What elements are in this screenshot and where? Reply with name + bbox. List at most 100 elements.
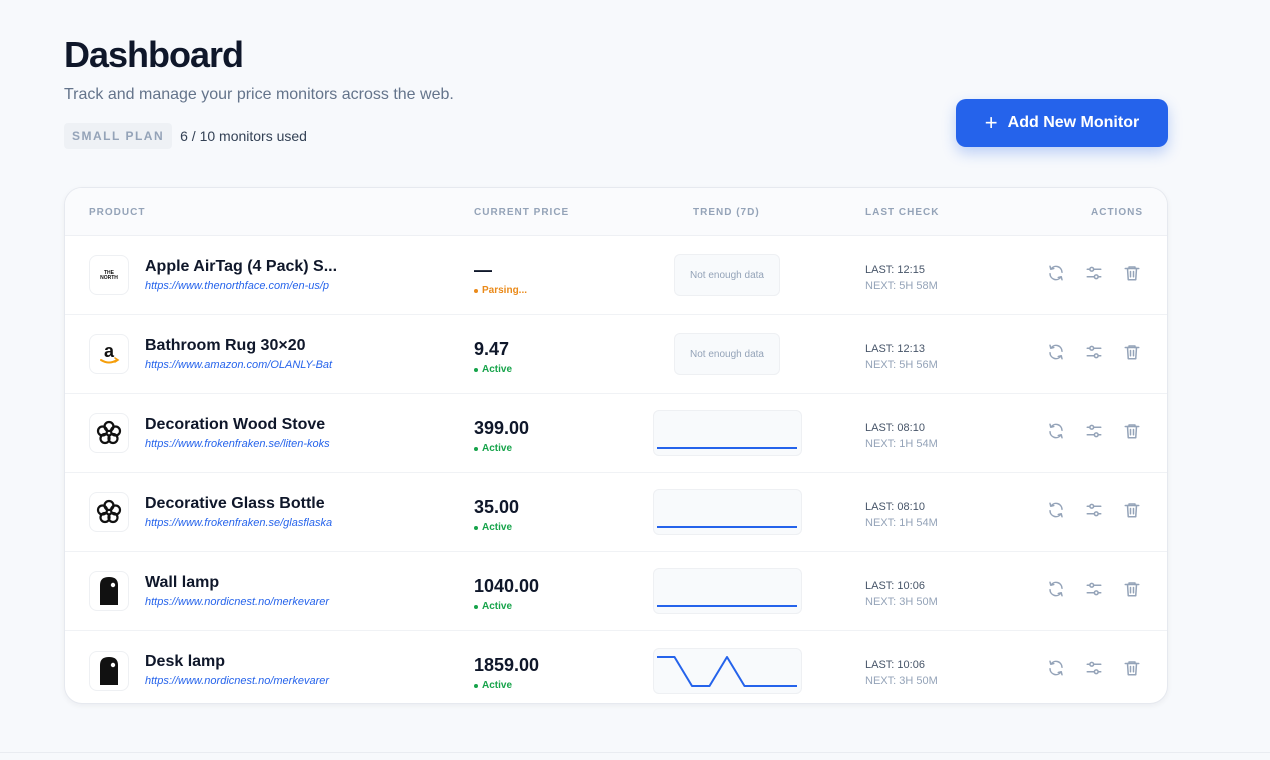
refresh-button[interactable]: [1045, 580, 1067, 602]
refresh-button[interactable]: [1045, 422, 1067, 444]
settings-button[interactable]: [1083, 660, 1105, 682]
last-check-time: LAST: 08:10: [865, 422, 925, 434]
delete-button[interactable]: [1121, 264, 1143, 286]
sliders-icon: [1085, 422, 1103, 445]
current-price: 1040.00: [474, 576, 540, 596]
current-price: 9.47: [474, 339, 510, 359]
product-url-link[interactable]: https://www.nordicnest.no/merkevarer: [145, 596, 330, 608]
last-check: LAST: 10:06 NEXT: 3H 50M: [865, 657, 938, 689]
sliders-icon: [1085, 580, 1103, 603]
refresh-icon: [1047, 343, 1065, 366]
settings-button[interactable]: [1083, 580, 1105, 602]
status-badge: Active: [474, 443, 512, 454]
refresh-icon: [1047, 659, 1065, 682]
settings-button[interactable]: [1083, 422, 1105, 444]
status-label: Active: [482, 522, 513, 533]
product-url-link[interactable]: https://www.amazon.com/OLANLY-Bat: [145, 359, 333, 371]
trash-icon: [1123, 264, 1141, 287]
refresh-button[interactable]: [1045, 343, 1067, 365]
product-url-link[interactable]: https://www.thenorthface.com/en-us/p: [145, 280, 330, 292]
product-url-link[interactable]: https://www.frokenfraken.se/glasflaska: [145, 517, 333, 529]
refresh-button[interactable]: [1045, 660, 1067, 682]
status-dot-icon: [474, 604, 478, 609]
status-dot-icon: [474, 525, 478, 530]
row-actions: [1045, 422, 1143, 444]
settings-button[interactable]: [1083, 343, 1105, 365]
sliders-icon: [1085, 264, 1103, 287]
delete-button[interactable]: [1121, 501, 1143, 523]
current-price: 399.00: [474, 418, 530, 438]
row-actions: [1045, 501, 1143, 523]
status-label: Active: [482, 364, 513, 375]
product-name[interactable]: Wall lamp: [145, 574, 220, 591]
refresh-button[interactable]: [1045, 501, 1067, 523]
page-subtitle: Track and manage your price monitors acr…: [64, 86, 454, 103]
refresh-icon: [1047, 580, 1065, 603]
add-new-monitor-button[interactable]: + Add New Monitor: [956, 99, 1168, 147]
last-check: LAST: 10:06 NEXT: 3H 50M: [865, 578, 938, 610]
column-actions: ACTIONS: [1091, 207, 1143, 218]
column-trend: TREND (7D): [693, 207, 760, 218]
delete-button[interactable]: [1121, 660, 1143, 682]
svg-text:NORTH: NORTH: [100, 275, 118, 281]
settings-button[interactable]: [1083, 264, 1105, 286]
svg-text:THE: THE: [104, 270, 115, 276]
trend-not-enough-data: Not enough data: [674, 254, 780, 296]
last-check-time: LAST: 10:06: [865, 580, 925, 592]
next-check-time: NEXT: 1H 54M: [865, 517, 938, 529]
refresh-icon: [1047, 422, 1065, 445]
table-header: PRODUCT CURRENT PRICE TREND (7D) LAST CH…: [65, 188, 1167, 236]
current-price: 1859.00: [474, 655, 540, 675]
status-badge: Active: [474, 364, 512, 375]
table-row: Wall lamp https://www.nordicnest.no/merke…: [65, 552, 1167, 631]
delete-button[interactable]: [1121, 580, 1143, 602]
table-row: Decoration Wood Stove https://www.frokenf…: [65, 394, 1167, 473]
status-dot-icon: [474, 288, 478, 293]
current-price: —: [474, 260, 492, 280]
trend-sparkline: [653, 568, 802, 614]
frokenfraken-logo-icon: [89, 413, 129, 453]
nordicnest-logo-icon: [89, 571, 129, 611]
last-check-time: LAST: 10:06: [865, 659, 925, 671]
trash-icon: [1123, 580, 1141, 603]
next-check-time: NEXT: 1H 54M: [865, 438, 938, 450]
product-name[interactable]: Decorative Glass Bottle: [145, 495, 325, 512]
sliders-icon: [1085, 659, 1103, 682]
table-row: Desk lamp https://www.nordicnest.no/merke…: [65, 631, 1167, 703]
next-check-time: NEXT: 5H 58M: [865, 280, 938, 292]
product-name[interactable]: Desk lamp: [145, 653, 226, 670]
product-name[interactable]: Bathroom Rug 30×20: [145, 337, 306, 354]
last-check: LAST: 08:10 NEXT: 1H 54M: [865, 420, 938, 452]
trash-icon: [1123, 422, 1141, 445]
sliders-icon: [1085, 501, 1103, 524]
trend-sparkline: [653, 410, 802, 456]
status-badge: Active: [474, 680, 512, 691]
add-new-monitor-label: Add New Monitor: [1007, 114, 1140, 131]
row-actions: [1045, 343, 1143, 365]
column-current-price: CURRENT PRICE: [474, 207, 570, 218]
monitors-table: PRODUCT CURRENT PRICE TREND (7D) LAST CH…: [64, 187, 1168, 704]
product-url-link[interactable]: https://www.nordicnest.no/merkevarer: [145, 675, 330, 687]
status-badge: Active: [474, 601, 512, 612]
refresh-button[interactable]: [1045, 264, 1067, 286]
delete-button[interactable]: [1121, 343, 1143, 365]
product-url-link[interactable]: https://www.frokenfraken.se/liten-koks: [145, 438, 330, 450]
row-actions: [1045, 264, 1143, 286]
status-dot-icon: [474, 367, 478, 372]
trash-icon: [1123, 343, 1141, 366]
product-name[interactable]: Decoration Wood Stove: [145, 416, 326, 433]
delete-button[interactable]: [1121, 422, 1143, 444]
last-check-time: LAST: 12:13: [865, 343, 925, 355]
svg-text:a: a: [104, 341, 115, 361]
row-actions: [1045, 580, 1143, 602]
trend-sparkline: [653, 647, 802, 694]
settings-button[interactable]: [1083, 501, 1105, 523]
last-check: LAST: 08:10 NEXT: 1H 54M: [865, 499, 938, 531]
trend-not-enough-data: Not enough data: [674, 333, 780, 375]
trash-icon: [1123, 501, 1141, 524]
status-label: Active: [482, 601, 513, 612]
plan-info: SMALL PLAN 6 / 10 monitors used: [64, 123, 307, 149]
product-name[interactable]: Apple AirTag (4 Pack) S...: [145, 258, 338, 275]
last-check: LAST: 12:15 NEXT: 5H 58M: [865, 262, 938, 294]
last-check-time: LAST: 12:15: [865, 264, 925, 276]
